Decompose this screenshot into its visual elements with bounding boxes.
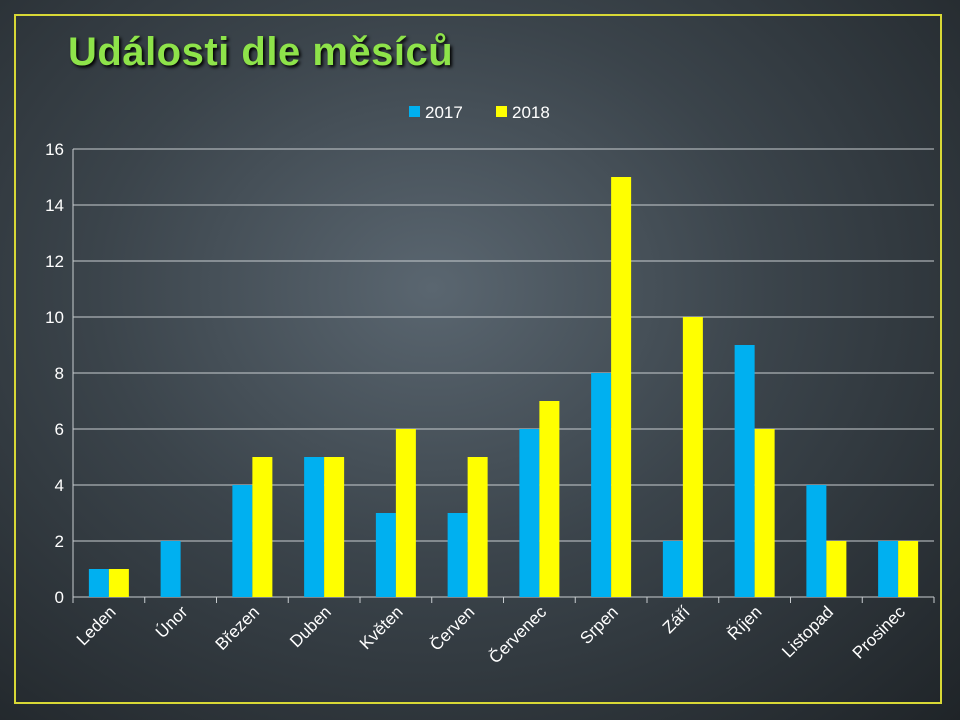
legend-label: 2017 xyxy=(425,103,463,122)
bar-2018-7 xyxy=(539,401,560,597)
slide-frame xyxy=(14,14,942,704)
y-tick-label: 10 xyxy=(45,308,64,327)
legend-swatch xyxy=(496,106,507,117)
x-tick-label: Březen xyxy=(212,602,264,654)
bar-2017-1 xyxy=(88,569,109,597)
y-tick-label: 12 xyxy=(45,252,64,271)
bar-2017-6 xyxy=(447,513,468,597)
y-tick-label: 0 xyxy=(55,588,64,607)
x-tick-label: Září xyxy=(659,602,694,637)
bar-2018-4 xyxy=(324,457,345,597)
bar-2017-11 xyxy=(806,485,827,597)
bar-2017-10 xyxy=(734,345,755,597)
x-tick-label: Únor xyxy=(152,602,192,642)
x-tick-label: Duben xyxy=(286,602,335,651)
y-tick-label: 2 xyxy=(55,532,64,551)
x-tick-label: Květen xyxy=(356,602,407,653)
bar-2017-12 xyxy=(878,541,899,597)
bar-2017-2 xyxy=(160,541,181,597)
bar-2017-3 xyxy=(232,485,253,597)
bar-2017-5 xyxy=(375,513,396,597)
x-tick-label: Prosinec xyxy=(849,602,910,663)
y-tick-label: 4 xyxy=(55,476,64,495)
bar-2018-3 xyxy=(252,457,273,597)
bar-2018-11 xyxy=(826,541,847,597)
bar-2017-8 xyxy=(591,373,612,597)
y-tick-label: 8 xyxy=(55,364,64,383)
y-tick-label: 6 xyxy=(55,420,64,439)
legend-swatch xyxy=(409,106,420,117)
x-tick-label: Srpen xyxy=(576,602,622,648)
bar-2017-9 xyxy=(662,541,683,597)
bar-2018-5 xyxy=(395,429,416,597)
x-tick-label: Červenec xyxy=(485,602,550,667)
bar-2018-6 xyxy=(467,457,488,597)
y-tick-label: 16 xyxy=(45,140,64,159)
bar-2018-12 xyxy=(898,541,919,597)
bar-2017-7 xyxy=(519,429,540,597)
x-tick-label: Listopad xyxy=(778,602,837,661)
bar-2018-10 xyxy=(754,429,775,597)
bar-2018-8 xyxy=(611,177,632,597)
bar-2018-9 xyxy=(682,317,703,597)
bar-2018-1 xyxy=(108,569,129,597)
x-tick-label: Říjen xyxy=(724,602,765,643)
slide-title: Události dle měsíců xyxy=(68,30,454,74)
x-tick-label: Leden xyxy=(73,602,120,649)
y-tick-label: 14 xyxy=(45,196,64,215)
bar-2017-4 xyxy=(304,457,325,597)
legend-label: 2018 xyxy=(512,103,550,122)
x-tick-label: Červen xyxy=(426,602,478,654)
